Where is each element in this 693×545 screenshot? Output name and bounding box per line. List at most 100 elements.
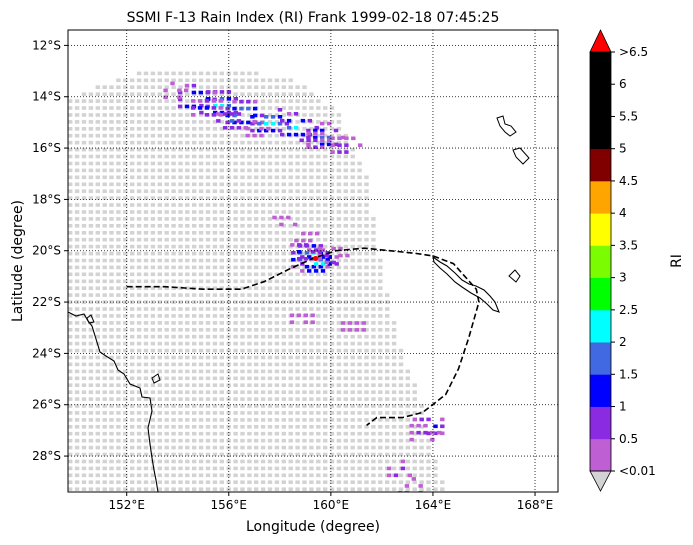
swath-pixel — [254, 231, 259, 235]
swath-pixel — [143, 92, 149, 96]
swath-pixel — [302, 348, 307, 353]
swath-pixel — [247, 397, 252, 401]
swath-pixel — [260, 258, 266, 263]
swath-pixel — [309, 445, 314, 450]
swath-pixel — [88, 300, 94, 304]
swath-pixel — [281, 237, 286, 242]
swath-pixel — [171, 133, 176, 138]
swath-pixel — [136, 147, 142, 152]
rain-pixel — [330, 136, 335, 141]
swath-pixel — [336, 189, 342, 193]
swath-pixel — [198, 78, 204, 83]
swath-pixel — [343, 480, 348, 484]
swath-pixel — [109, 321, 114, 325]
swath-pixel — [81, 355, 87, 360]
swath-pixel — [164, 445, 169, 450]
swath-pixel — [150, 168, 156, 173]
swath-pixel — [316, 431, 321, 436]
swath-pixel — [302, 99, 307, 103]
swath-pixel — [267, 231, 273, 235]
swath-pixel — [309, 224, 314, 228]
swath-pixel — [68, 431, 73, 436]
swath-pixel — [130, 78, 135, 83]
swath-pixel — [281, 231, 286, 235]
rain-pixel — [184, 83, 190, 88]
swath-pixel — [398, 425, 404, 429]
swath-pixel — [212, 397, 218, 401]
swath-pixel — [150, 258, 156, 263]
swath-pixel — [178, 334, 183, 339]
swath-pixel — [302, 411, 307, 415]
rain-pixel — [311, 244, 317, 248]
swath-pixel — [95, 161, 100, 166]
swath-pixel — [295, 196, 300, 200]
swath-pixel — [157, 251, 162, 256]
swath-pixel — [281, 196, 286, 200]
swath-pixel — [95, 425, 100, 429]
swath-pixel — [109, 341, 114, 346]
swath-pixel — [171, 431, 176, 436]
swath-pixel — [219, 362, 224, 367]
rain-pixel — [386, 473, 392, 478]
swath-pixel — [171, 113, 176, 117]
swath-pixel — [371, 473, 376, 478]
swath-pixel — [68, 480, 73, 484]
swath-pixel — [364, 445, 369, 450]
swath-pixel — [109, 127, 114, 131]
swath-pixel — [68, 390, 73, 394]
swath-pixel — [316, 133, 321, 138]
swath-pixel — [157, 293, 162, 297]
swath-pixel — [412, 480, 417, 484]
swath-pixel — [178, 189, 183, 193]
swath-pixel — [309, 113, 314, 117]
swath-pixel — [350, 210, 355, 214]
swath-pixel — [378, 411, 383, 415]
swath-pixel — [74, 383, 80, 387]
colorbar-segment — [590, 438, 611, 472]
swath-pixel — [323, 168, 328, 173]
swath-pixel — [336, 154, 342, 159]
swath-pixel — [74, 244, 80, 249]
swath-pixel — [164, 321, 169, 325]
swath-pixel — [178, 404, 183, 408]
swath-pixel — [130, 314, 135, 318]
swath-pixel — [260, 168, 266, 173]
swath-pixel — [240, 175, 245, 180]
swath-pixel — [205, 85, 211, 89]
swath-pixel — [102, 272, 107, 277]
swath-pixel — [130, 307, 135, 311]
swath-pixel — [364, 251, 369, 256]
swath-pixel — [426, 473, 431, 478]
swath-pixel — [323, 438, 328, 443]
swath-pixel — [74, 438, 80, 443]
swath-pixel — [95, 265, 100, 270]
rain-pixel — [423, 430, 428, 435]
swath-pixel — [371, 355, 376, 360]
swath-pixel — [336, 355, 342, 360]
swath-pixel — [136, 224, 142, 228]
swath-pixel — [226, 71, 231, 76]
swath-pixel — [212, 425, 218, 429]
swath-pixel — [371, 272, 376, 277]
swath-pixel — [143, 161, 149, 166]
swath-pixel — [219, 210, 224, 214]
swath-pixel — [274, 140, 280, 145]
swath-pixel — [405, 418, 410, 422]
swath-pixel — [192, 161, 197, 166]
swath-pixel — [364, 279, 369, 284]
swath-pixel — [95, 217, 100, 221]
swath-pixel — [185, 452, 190, 457]
swath-pixel — [302, 161, 307, 166]
swath-pixel — [391, 328, 397, 332]
swath-pixel — [157, 85, 162, 89]
swath-pixel — [81, 224, 87, 228]
swath-pixel — [185, 182, 190, 187]
swath-pixel — [405, 390, 410, 394]
swath-pixel — [178, 466, 183, 471]
swath-pixel — [233, 300, 238, 304]
swath-pixel — [274, 473, 280, 478]
swath-pixel — [247, 445, 252, 450]
swath-pixel — [295, 487, 300, 491]
swath-pixel — [136, 265, 142, 270]
swath-pixel — [143, 459, 149, 464]
